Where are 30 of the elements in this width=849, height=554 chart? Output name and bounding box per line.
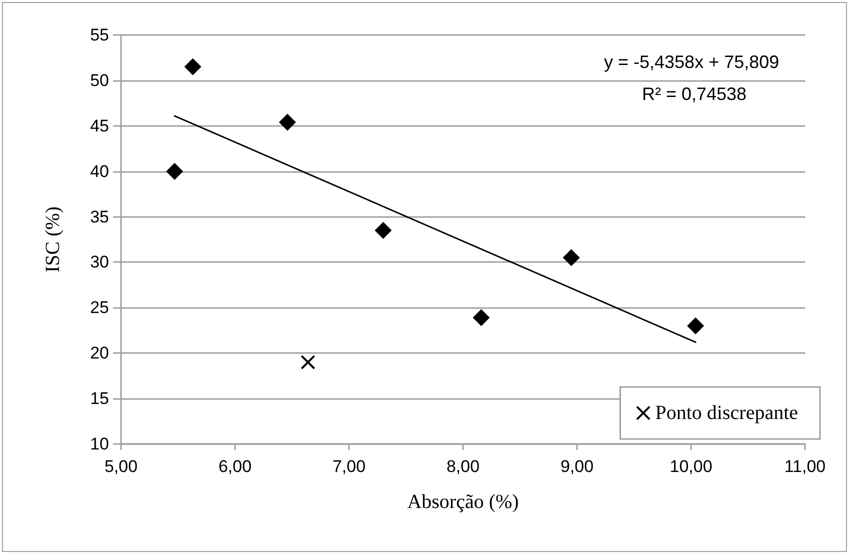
point — [278, 114, 296, 131]
y-tick-label: 45 — [90, 116, 109, 136]
x-tick-label: 7,00 — [332, 457, 366, 476]
y-tick-label: 15 — [90, 389, 109, 408]
point — [166, 162, 184, 180]
x-tick-label: 10,00 — [670, 457, 712, 476]
y-tick-label: 50 — [90, 70, 109, 90]
y-tick-label: 55 — [90, 26, 109, 44]
x-tick-label: 9,00 — [560, 457, 594, 476]
x-tick-label: 11,00 — [784, 457, 826, 476]
x-tick-label: 5,00 — [104, 457, 138, 476]
y-tick-label: 30 — [90, 252, 109, 272]
y-tick-label: 20 — [90, 344, 109, 363]
y-axis-title: ISC (%) — [42, 206, 64, 273]
point — [562, 249, 580, 266]
y-tick-label: 35 — [90, 207, 109, 226]
x-axis-title: Absorção (%) — [407, 491, 519, 513]
annotation: y = -5,4358x + 75,809 — [604, 52, 780, 72]
point — [374, 222, 392, 239]
point — [300, 355, 315, 370]
x-tick-label: 6,00 — [218, 457, 252, 476]
y-tick-label: 25 — [90, 298, 109, 318]
y-tick-label: 40 — [90, 162, 109, 181]
point — [184, 58, 202, 76]
x-tick-label: 8,00 — [446, 457, 480, 476]
legend-label: Ponto discrepante — [655, 402, 798, 424]
point — [687, 317, 704, 334]
y-tick-label: 10 — [90, 434, 109, 454]
point — [472, 309, 490, 326]
annotation: R² = 0,74538 — [642, 84, 747, 104]
